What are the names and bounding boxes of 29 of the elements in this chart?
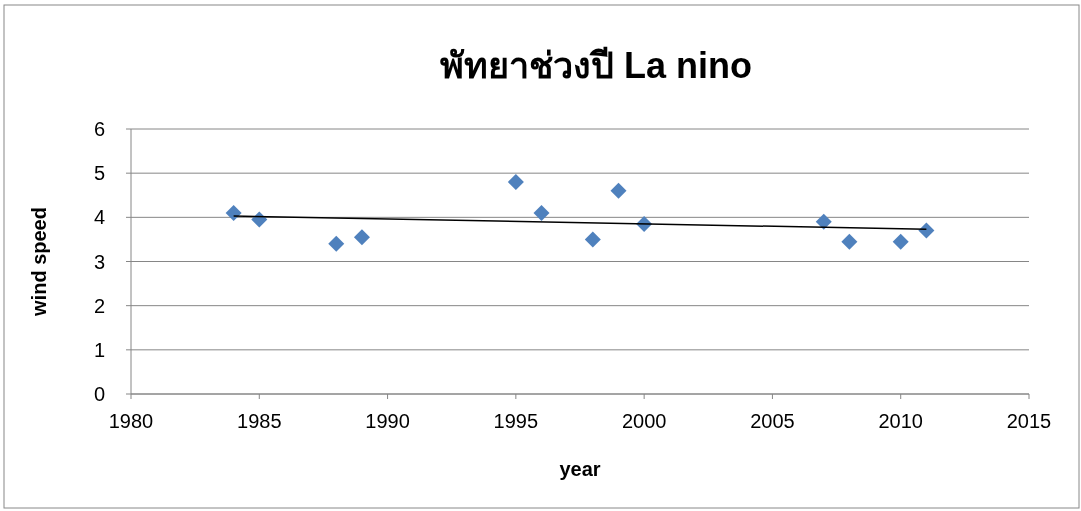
point xyxy=(610,182,627,199)
point xyxy=(584,231,601,248)
y-tick-label: 4 xyxy=(93,206,105,229)
x-tick-label: 1990 xyxy=(365,410,410,432)
y-tick-label: 5 xyxy=(93,162,105,185)
point xyxy=(225,204,242,221)
x-tick-label: 2015 xyxy=(1006,410,1052,432)
point xyxy=(892,233,909,250)
y-tick-label: 1 xyxy=(93,338,105,361)
y-axis-title: wind speed xyxy=(28,207,50,317)
y-tick-label: 2 xyxy=(93,294,105,317)
chart-title: พัทยาช่วงปี La nino xyxy=(440,45,752,86)
y-tick-label: 0 xyxy=(93,383,105,405)
x-axis-title: year xyxy=(559,458,601,480)
point xyxy=(251,211,268,228)
x-tick-label: 2000 xyxy=(621,410,667,432)
point xyxy=(328,235,345,252)
x-tick-label: 1985 xyxy=(237,410,282,432)
x-tick-label: 1980 xyxy=(108,410,154,432)
point xyxy=(507,174,524,190)
x-tick-label: 2010 xyxy=(878,410,923,432)
point xyxy=(841,233,858,250)
x-tick-label: 1995 xyxy=(493,410,539,432)
point xyxy=(815,213,832,230)
y-tick-label: 3 xyxy=(93,250,105,273)
y-tick-label: 6 xyxy=(93,118,105,140)
point xyxy=(533,204,550,221)
point xyxy=(353,229,370,246)
x-tick-label: 2005 xyxy=(750,410,795,432)
